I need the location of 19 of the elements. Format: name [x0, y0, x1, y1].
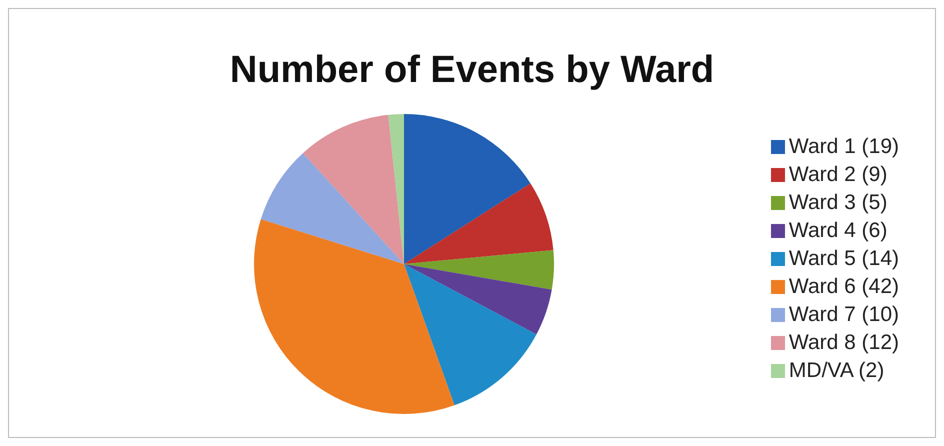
pie-slice [404, 264, 552, 334]
legend-label: Ward 6 (42) [788, 275, 899, 298]
legend-label: MD/VA (2) [788, 359, 884, 382]
pie-slice [404, 250, 554, 290]
pie-slice [254, 219, 454, 414]
pie-slice [260, 153, 404, 264]
legend-label: Ward 3 (5) [788, 191, 888, 214]
legend-label: Ward 7 (10) [788, 303, 899, 326]
legend-label: Ward 5 (14) [788, 247, 899, 270]
legend-label: Ward 1 (19) [788, 135, 899, 158]
pie-slice [404, 183, 554, 264]
legend-label: Ward 2 (9) [788, 163, 888, 186]
legend-label: Ward 4 (6) [788, 219, 888, 242]
pie-slice [404, 114, 530, 264]
chart-title: Number of Events by Ward [228, 49, 716, 93]
legend-label: Ward 8 (12) [788, 331, 899, 354]
pie-slice [404, 264, 536, 406]
pie-slice [302, 114, 404, 264]
pie-slice [388, 114, 404, 264]
